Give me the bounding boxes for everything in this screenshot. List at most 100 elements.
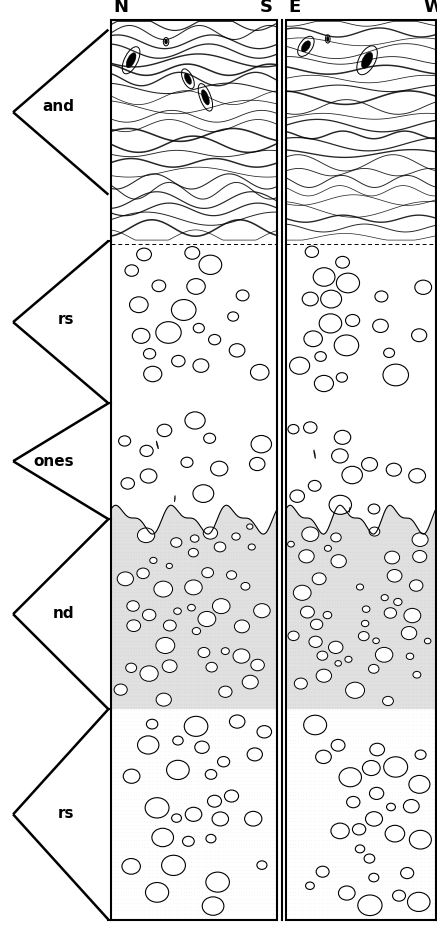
Point [138,607,145,622]
Point [217,858,224,873]
Point [109,533,116,548]
Point [363,910,370,925]
Point [177,607,184,622]
Point [230,555,237,570]
Ellipse shape [184,717,208,736]
Point [355,603,362,618]
Point [240,758,247,773]
Point [235,544,242,559]
Point [185,681,192,696]
Point [378,721,385,736]
Point [357,758,364,773]
Point [264,622,271,637]
Point [321,644,328,659]
Point [326,899,333,914]
Point [347,732,354,747]
Point [284,522,291,537]
Point [135,633,142,648]
Point [392,818,399,832]
Point [376,544,383,559]
Point [175,840,182,855]
Point [431,570,437,585]
Point [109,637,116,652]
Point [326,717,333,732]
Point [264,825,271,840]
Point [143,829,150,844]
Point [156,710,163,725]
Point [415,729,422,743]
Point [378,544,385,559]
Point [292,751,299,766]
Point [227,618,234,633]
Point [269,607,276,622]
Point [329,626,336,641]
Point [405,514,412,529]
Point [175,773,182,788]
Point [162,618,169,633]
Point [392,825,399,840]
Point [167,563,174,578]
Point [212,652,218,667]
Point [193,526,200,540]
Point [251,633,258,648]
Point [149,592,156,607]
Point [339,667,346,681]
Point [269,706,276,721]
Point [256,596,263,611]
Point [305,858,312,873]
Point [292,725,299,740]
Point [326,792,333,806]
Point [344,607,351,622]
Point [392,596,399,611]
Point [386,888,393,903]
Point [339,622,346,637]
Point [334,747,341,762]
Point [259,840,266,855]
Point [368,851,375,866]
Point [151,618,158,633]
Point [407,714,414,729]
Point [297,766,304,781]
Point [232,703,239,717]
Point [204,670,211,685]
Point [246,563,253,578]
Point [164,736,171,751]
Point [120,721,127,736]
Point [389,821,396,836]
Point [222,732,229,747]
Point [347,655,354,670]
Point [109,555,116,570]
Point [212,721,218,736]
Point [300,758,307,773]
Point [376,714,383,729]
Point [125,877,132,892]
Point [310,633,317,648]
Point [180,899,187,914]
Point [350,821,357,836]
Point [267,555,274,570]
Point [191,607,198,622]
Point [334,769,341,784]
Point [415,641,422,655]
Point [428,559,435,574]
Point [128,585,135,600]
Point [196,581,203,596]
Point [235,784,242,799]
Point [154,769,161,784]
Point [357,803,364,818]
Point [214,732,221,747]
Point [122,795,129,810]
Point [292,873,299,888]
Point [122,655,129,670]
Point [246,870,253,884]
Point [428,721,435,736]
Point [399,696,406,711]
Ellipse shape [184,73,191,84]
Point [149,729,156,743]
Point [360,648,367,663]
Point [415,600,422,615]
Point [206,729,213,743]
Point [339,714,346,729]
Point [225,685,232,700]
Point [415,873,422,888]
